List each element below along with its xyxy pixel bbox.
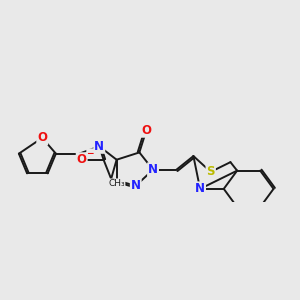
Text: S: S [206,165,215,178]
Text: N: N [148,163,158,176]
Text: CH₃: CH₃ [108,179,125,188]
Text: N: N [131,179,141,192]
Text: O: O [77,153,87,166]
Text: O: O [37,131,47,144]
Text: N: N [94,140,104,153]
Text: −: − [86,148,94,158]
Text: N: N [195,182,205,195]
Text: O: O [141,124,152,137]
